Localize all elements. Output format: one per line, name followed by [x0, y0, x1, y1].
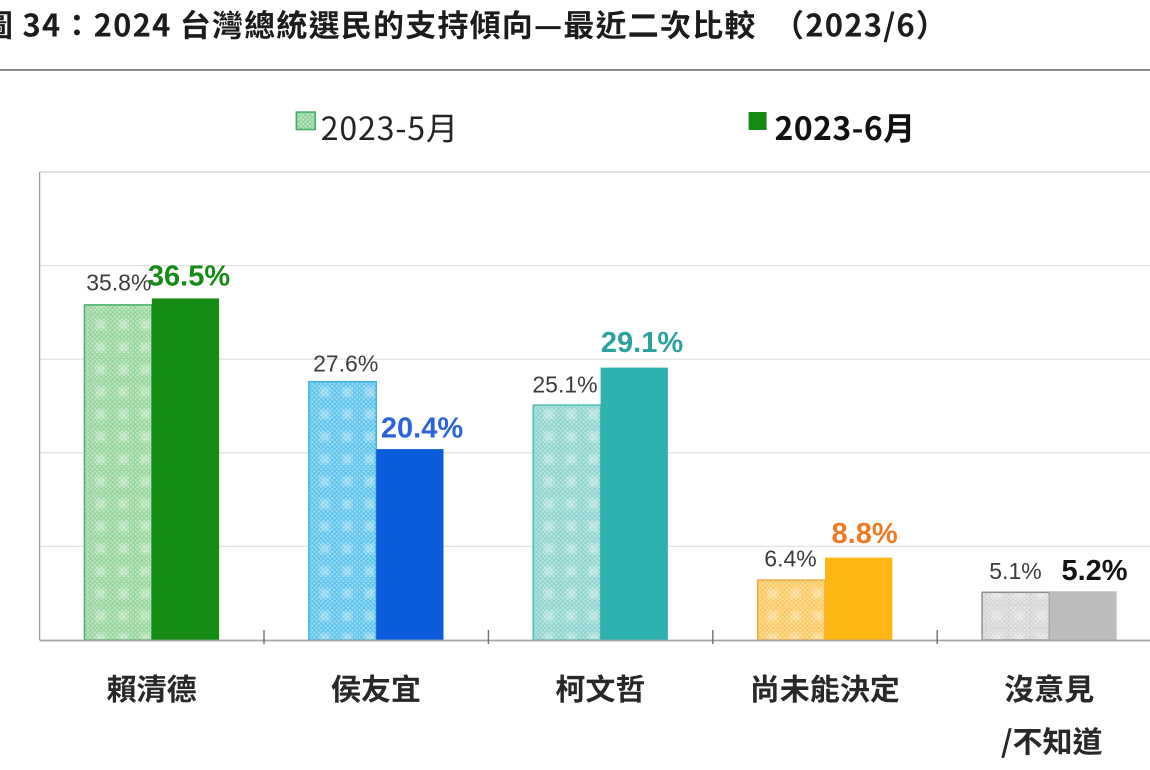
svg-text:27.6%: 27.6% [313, 351, 378, 377]
svg-text:25.1%: 25.1% [532, 372, 597, 398]
svg-text:5.1%: 5.1% [989, 558, 1041, 584]
svg-text:5.2%: 5.2% [1061, 555, 1127, 587]
svg-text:35.8%: 35.8% [86, 270, 151, 296]
svg-text:29.1%: 29.1% [601, 327, 683, 359]
svg-text:6.4%: 6.4% [764, 546, 816, 572]
svg-text:20.4%: 20.4% [381, 413, 463, 445]
svg-text:36.5%: 36.5% [148, 261, 230, 293]
svg-text:8.8%: 8.8% [832, 518, 898, 550]
